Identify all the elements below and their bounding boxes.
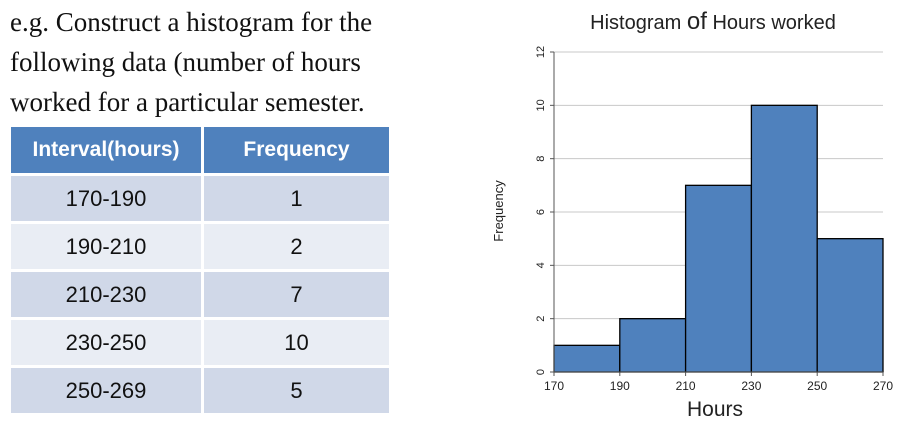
histogram-bar <box>684 184 753 373</box>
interval-cell: 250-269 <box>8 365 204 416</box>
table-row: 210-230 7 <box>8 269 392 320</box>
histogram-bar <box>750 104 818 373</box>
histogram-bar <box>619 318 687 373</box>
y-tick-label: 10 <box>535 99 547 111</box>
table-header-row: Interval(hours) Frequency <box>8 124 392 176</box>
y-tick-label: 8 <box>535 156 547 162</box>
table-row: 170-190 1 <box>8 173 392 224</box>
frequency-table: Interval(hours) Frequency 170-190 1 190-… <box>8 124 392 416</box>
tick-labels: 0 2 4 6 8 10 12 170 190 210 230 250 270 <box>535 46 893 393</box>
x-tick-label: 270 <box>873 379 893 393</box>
x-axis-label: Hours <box>687 398 743 421</box>
x-tick-label: 230 <box>741 379 761 393</box>
y-tick-label: 2 <box>535 316 547 322</box>
interval-cell: 210-230 <box>8 269 204 320</box>
table-row: 190-210 2 <box>8 221 392 272</box>
y-axis-label: Frequency <box>491 180 506 242</box>
frequency-cell: 2 <box>201 221 392 272</box>
x-tick-label: 190 <box>610 379 630 393</box>
table-row: 230-250 10 <box>8 317 392 368</box>
frequency-cell: 1 <box>201 173 392 224</box>
problem-line-1: e.g. Construct a histogram for the <box>10 7 373 37</box>
header-frequency: Frequency <box>201 124 392 176</box>
y-tick-label: 6 <box>535 209 547 215</box>
problem-line-2: following data (number of hours <box>10 47 361 77</box>
x-tick-label: 250 <box>807 379 827 393</box>
axes <box>550 51 884 376</box>
histogram-bar <box>816 238 884 373</box>
interval-cell: 190-210 <box>8 221 204 272</box>
table-row: 250-269 5 <box>8 365 392 416</box>
y-tick-label: 4 <box>535 262 547 268</box>
interval-cell: 170-190 <box>8 173 204 224</box>
y-tick-label: 12 <box>535 46 547 58</box>
histogram-chart: Histogram of Hours worked 0 2 4 6 8 10 12 170 19… <box>491 8 893 421</box>
header-interval: Interval(hours) <box>8 124 204 176</box>
x-tick-label: 210 <box>676 379 696 393</box>
problem-line-3: worked for a particular semester. <box>10 87 365 117</box>
interval-cell: 230-250 <box>8 317 204 368</box>
histogram-bar <box>553 344 621 373</box>
frequency-cell: 5 <box>201 365 392 416</box>
histogram-bars <box>553 104 884 373</box>
y-tick-label: 0 <box>535 369 547 375</box>
chart-title: Histogram of Hours worked <box>590 8 836 35</box>
frequency-cell: 10 <box>201 317 392 368</box>
frequency-cell: 7 <box>201 269 392 320</box>
problem-statement: e.g. Construct a histogram for the follo… <box>10 2 430 122</box>
x-tick-label: 170 <box>544 379 564 393</box>
